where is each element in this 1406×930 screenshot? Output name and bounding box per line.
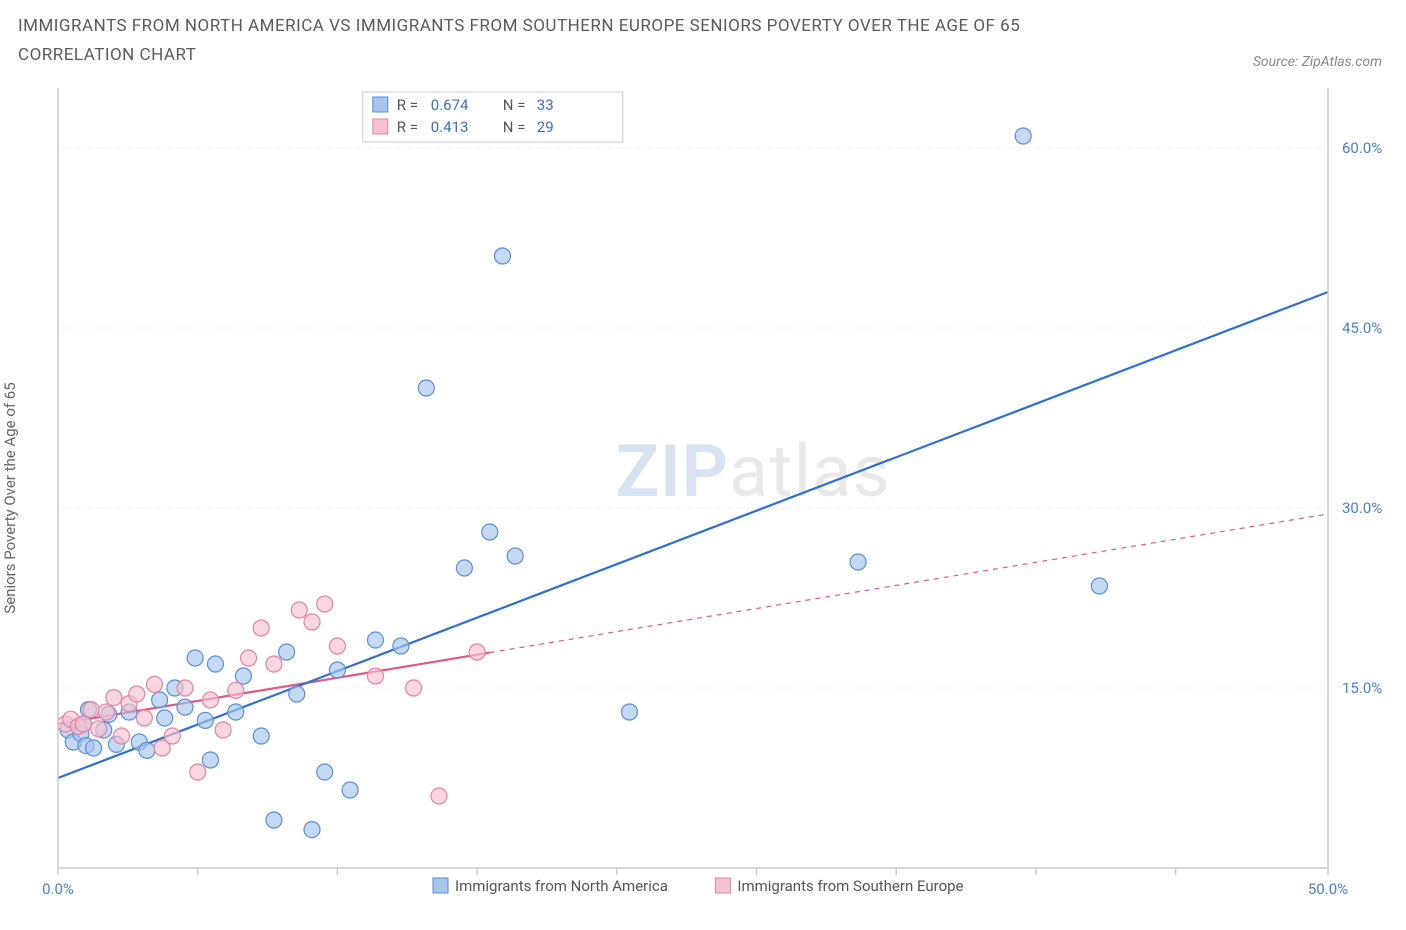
x-tick-label: 0.0% <box>42 880 74 898</box>
scatter-point <box>329 662 345 678</box>
scatter-point <box>253 620 269 636</box>
scatter-point <box>393 638 409 654</box>
scatter-point <box>190 764 206 780</box>
legend-label: Immigrants from North America <box>455 877 668 895</box>
scatter-point <box>139 742 155 758</box>
scatter-point <box>98 704 114 720</box>
scatter-point <box>207 656 223 672</box>
correlation-scatter-chart: 15.0% 30.0% 45.0% 60.0% ZIPatlas 0.0% 50.0% R =… <box>18 78 1388 918</box>
scatter-point <box>289 686 305 702</box>
scatter-point <box>114 728 130 744</box>
scatter-point <box>157 710 173 726</box>
scatter-point <box>418 380 434 396</box>
stats-n-label: N = <box>503 118 526 136</box>
title-line1: IMMIGRANTS FROM NORTH AMERICA VS IMMIGRA… <box>18 16 1020 36</box>
legend-label: Immigrants from Southern Europe <box>737 877 963 895</box>
scatter-point <box>368 668 384 684</box>
scatter-point <box>202 692 218 708</box>
stats-r-value: 0.413 <box>431 118 469 136</box>
scatter-point <box>431 788 447 804</box>
scatter-point <box>1091 578 1107 594</box>
scatter-point <box>482 524 498 540</box>
scatter-point <box>368 632 384 648</box>
stats-n-value: 29 <box>537 118 554 136</box>
scatter-point <box>317 764 333 780</box>
stats-r-value: 0.674 <box>431 96 469 114</box>
scatter-point <box>177 680 193 696</box>
x-tick-label: 50.0% <box>1308 880 1348 898</box>
scatter-point <box>187 650 203 666</box>
scatter-point <box>304 614 320 630</box>
scatter-point <box>235 668 251 684</box>
scatter-point <box>279 644 295 660</box>
stats-r-label: R = <box>397 118 418 136</box>
scatter-point <box>622 704 638 720</box>
scatter-point <box>329 638 345 654</box>
y-tick-label: 45.0% <box>1342 319 1382 337</box>
stats-r-label: R = <box>397 96 418 114</box>
scatter-point <box>291 602 307 618</box>
y-tick-label: 60.0% <box>1342 139 1382 157</box>
scatter-point <box>91 721 107 737</box>
scatter-point <box>495 248 511 264</box>
scatter-point <box>342 782 358 798</box>
scatter-point <box>177 699 193 715</box>
scatter-point <box>1015 128 1031 144</box>
scatter-point <box>304 821 320 837</box>
scatter-point <box>228 704 244 720</box>
chart-title: IMMIGRANTS FROM NORTH AMERICA VS IMMIGRA… <box>18 12 1020 70</box>
stats-n-label: N = <box>503 96 526 114</box>
scatter-point <box>129 686 145 702</box>
scatter-point <box>202 752 218 768</box>
trend-line <box>58 292 1328 778</box>
scatter-point <box>136 710 152 726</box>
scatter-point <box>469 644 485 660</box>
scatter-point <box>147 676 163 692</box>
y-tick-label: 15.0% <box>1342 679 1382 697</box>
scatter-point <box>197 712 213 728</box>
watermark: ZIPatlas <box>615 429 890 514</box>
scatter-point <box>406 680 422 696</box>
scatter-point <box>164 728 180 744</box>
scatter-point <box>317 596 333 612</box>
source-attribution: Source: ZipAtlas.com <box>1253 54 1388 70</box>
scatter-point <box>507 548 523 564</box>
legend-swatch <box>715 878 730 893</box>
legend-swatch <box>433 878 448 893</box>
chart-container: Seniors Poverty Over the Age of 65 15.0%… <box>18 78 1388 918</box>
scatter-point <box>106 689 122 705</box>
scatter-point <box>86 740 102 756</box>
scatter-point <box>215 722 231 738</box>
scatter-point <box>266 812 282 828</box>
y-tick-label: 30.0% <box>1342 499 1382 517</box>
scatter-point <box>152 692 168 708</box>
scatter-point <box>75 716 91 732</box>
scatter-point <box>266 656 282 672</box>
legend-swatch <box>373 119 388 134</box>
scatter-point <box>253 728 269 744</box>
trend-line-extrapolated <box>490 514 1328 653</box>
legend-swatch <box>373 97 388 112</box>
stats-n-value: 33 <box>537 96 554 114</box>
scatter-point <box>850 554 866 570</box>
scatter-point <box>83 701 99 717</box>
scatter-point <box>241 650 257 666</box>
scatter-point <box>228 682 244 698</box>
scatter-point <box>456 560 472 576</box>
title-line2: CORRELATION CHART <box>18 45 196 65</box>
y-axis-label: Seniors Poverty Over the Age of 65 <box>1 382 19 613</box>
